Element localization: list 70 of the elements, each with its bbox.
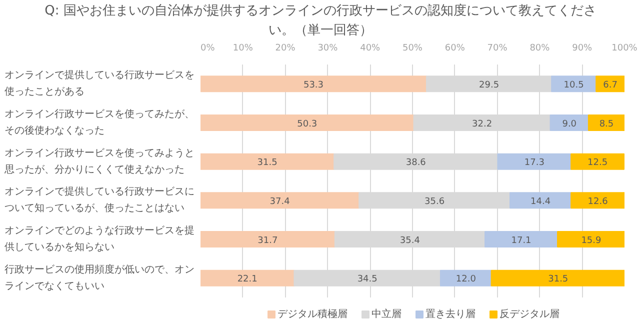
x-tick-label: 70%: [487, 44, 508, 54]
x-tick-label: 20%: [275, 44, 296, 54]
x-tick-label: 40%: [360, 44, 381, 54]
bar: [588, 114, 624, 132]
bar: [358, 192, 511, 209]
x-tick-label: 100%: [612, 44, 638, 54]
x-tick-label: 0%: [200, 44, 216, 54]
bar: [200, 76, 427, 92]
bar: [550, 114, 589, 132]
legend-label: デジタル積極層: [278, 308, 348, 320]
x-tick-label: 10%: [232, 44, 254, 54]
y-tick-label: オンラインで提供している行政サービスを使ったことがある: [4, 69, 194, 98]
bar: [510, 192, 572, 209]
chart-title: Q: 国やお住まいの自治体が提供するオンラインの行政サービスの認知度について教えてください。（単一回答）: [44, 2, 596, 38]
data-label: 38.6: [406, 158, 426, 168]
data-label: 8.5: [599, 119, 614, 130]
bar: [484, 230, 558, 248]
bar: [294, 270, 441, 286]
bar: [200, 270, 295, 286]
bar: [570, 192, 624, 209]
data-label: 37.4: [270, 196, 290, 207]
data-label: 10.5: [564, 80, 584, 90]
bar: [440, 270, 492, 286]
x-tick-label: 50%: [402, 44, 423, 54]
data-label: 50.3: [297, 119, 318, 130]
data-label: 31.5: [257, 158, 278, 168]
bar: [413, 114, 551, 132]
bar: [200, 230, 336, 248]
bar: [490, 270, 624, 286]
y-tick-label: オンライン行政サービスを使ってみたが、その後使わなくなった: [4, 109, 194, 136]
legend-label: 置き去り層: [426, 308, 476, 320]
bar: [551, 76, 597, 92]
x-tick-label: 30%: [318, 44, 338, 54]
bar: [200, 153, 335, 170]
y-tick-label: 行政サービスの使用頻度が低いので、オンラインでなくてもいい: [4, 263, 194, 292]
data-label: 53.3: [303, 80, 324, 90]
x-tick-label: 60%: [444, 44, 466, 54]
x-tick-label: 80%: [530, 44, 550, 54]
bar: [497, 153, 572, 170]
data-label: 32.2: [472, 119, 492, 130]
data-label: 14.4: [530, 196, 551, 207]
legend-label: 反デジタル層: [500, 308, 560, 320]
data-label: 35.6: [424, 196, 445, 207]
y-tick-label: オンライン行政サービスを使ってみようと思ったが、分かりにくくて使えなかった: [4, 148, 194, 176]
data-label: 15.9: [581, 236, 602, 246]
x-tick-label: 90%: [572, 44, 593, 54]
data-label: 34.5: [357, 274, 378, 285]
bar: [557, 230, 624, 248]
data-label: 17.3: [524, 158, 544, 168]
bar: [570, 153, 624, 170]
bar: [426, 76, 552, 92]
bar: [200, 192, 360, 209]
legend-label: 中立層: [372, 308, 402, 320]
data-label: 31.7: [258, 236, 278, 246]
y-tick-label: オンラインで提供している行政サービスについて知っているが、使ったことはない: [4, 186, 194, 214]
data-label: 22.1: [237, 274, 258, 285]
bar: [334, 230, 486, 248]
data-label: 9.0: [562, 119, 577, 130]
bar: [596, 76, 624, 92]
bar: [200, 114, 414, 132]
data-label: 12.6: [588, 196, 608, 207]
data-label: 12.0: [456, 274, 476, 285]
data-label: 12.5: [588, 158, 608, 168]
bar: [334, 153, 498, 170]
data-label: 31.5: [548, 274, 568, 285]
data-label: 6.7: [603, 80, 618, 90]
data-label: 35.4: [400, 236, 420, 246]
data-label: 17.1: [511, 236, 532, 246]
y-tick-label: オンラインでどのような行政サービスを提供しているかを知らない: [4, 224, 194, 253]
data-label: 29.5: [479, 80, 500, 90]
